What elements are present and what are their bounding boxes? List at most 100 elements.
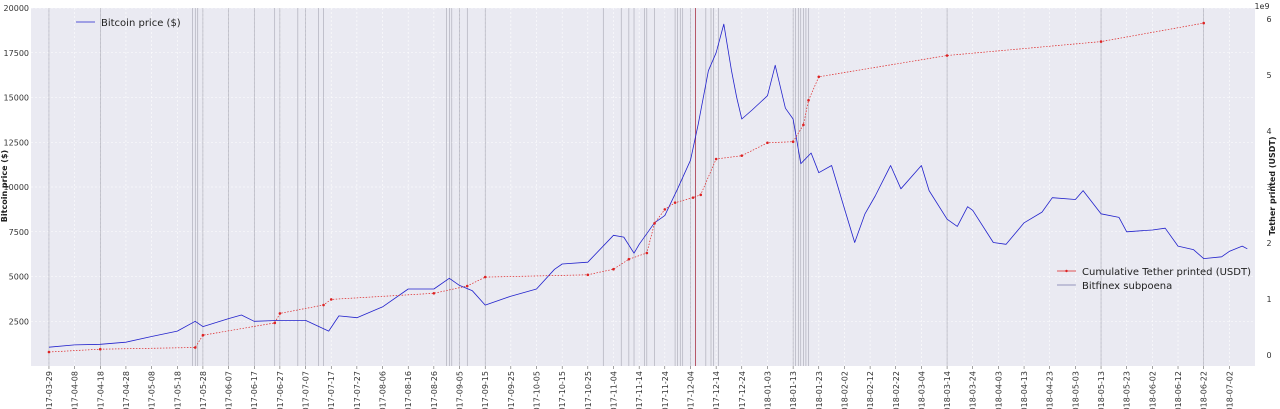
bitcoin-series bbox=[48, 23, 1248, 348]
y2-tick-label: 0 bbox=[1266, 351, 1271, 360]
y-tick-label: 12500 bbox=[4, 138, 29, 147]
tether-point bbox=[699, 193, 703, 197]
x-tick-label: 2018-01-13 bbox=[789, 371, 798, 409]
x-tick-label: 2017-12-14 bbox=[712, 371, 721, 409]
tether-point bbox=[278, 312, 282, 315]
x-tick-label: 2017-03-29 bbox=[45, 371, 54, 409]
tether-point bbox=[1099, 40, 1103, 43]
x-tick-label: 2017-05-18 bbox=[173, 371, 182, 409]
tether-point bbox=[98, 347, 102, 351]
y-tick-label: 15000 bbox=[4, 94, 29, 103]
y2-tick-label: 2 bbox=[1266, 239, 1271, 248]
x-tick-label: 2018-02-02 bbox=[840, 371, 849, 409]
y-tick-label: 17500 bbox=[4, 49, 29, 58]
tether-point bbox=[645, 251, 649, 255]
tether-point bbox=[663, 208, 667, 211]
y2-tick-label: 1 bbox=[1266, 295, 1271, 304]
x-tick-label: 2018-06-02 bbox=[1148, 371, 1157, 409]
tether-point bbox=[483, 275, 487, 279]
x-tick-label: 2018-03-04 bbox=[917, 371, 926, 409]
tether-cumulative-line bbox=[48, 22, 1204, 353]
x-tick-label: 2018-06-12 bbox=[1174, 371, 1183, 409]
y2-tick-label: 3 bbox=[1266, 183, 1271, 192]
x-tick-label: 2017-07-07 bbox=[302, 371, 311, 409]
y-axis-ticks: 2500 5000 7500 10000 12500 15000 17500 20000 bbox=[4, 4, 29, 326]
x-tick-label: 2017-10-05 bbox=[533, 371, 542, 409]
legend-bitcoin-label: Bitcoin price ($) bbox=[101, 18, 181, 29]
legend-tether-label: Cumulative Tether printed (USDT) bbox=[1082, 267, 1251, 278]
x-tick-label: 2017-11-24 bbox=[661, 371, 670, 409]
tether-point bbox=[612, 267, 615, 271]
x-tick-label: 2017-08-06 bbox=[379, 371, 388, 409]
tether-point bbox=[673, 201, 677, 204]
x-tick-label: 2017-11-04 bbox=[610, 371, 619, 409]
y2-tick-label: 4 bbox=[1266, 127, 1271, 136]
tether-point bbox=[740, 154, 744, 157]
x-tick-label: 2017-12-24 bbox=[738, 371, 747, 409]
x-tick-label: 2018-01-03 bbox=[764, 371, 773, 409]
tether-point bbox=[791, 140, 795, 143]
tether-point bbox=[802, 123, 805, 127]
x-tick-label: 2018-03-14 bbox=[943, 371, 952, 409]
y-tick-label: 7500 bbox=[9, 228, 29, 237]
x-tick-label: 2017-08-26 bbox=[430, 371, 439, 409]
x-tick-label: 2017-09-05 bbox=[456, 371, 465, 409]
x-tick-label: 2017-10-25 bbox=[584, 371, 593, 409]
legend-tether-marker bbox=[1065, 269, 1068, 273]
tether-point bbox=[465, 284, 469, 288]
x-tick-label: 2017-09-25 bbox=[507, 371, 516, 409]
bitcoin-price-line bbox=[48, 23, 1248, 348]
tether-point bbox=[807, 98, 810, 102]
x-tick-label: 2017-04-08 bbox=[71, 371, 80, 409]
y-tick-label: 10000 bbox=[4, 183, 29, 192]
y-axis-title: Bitcoin price ($) bbox=[0, 150, 9, 222]
tether-series bbox=[47, 21, 1205, 354]
x-tick-label: 2017-07-27 bbox=[353, 371, 362, 409]
x-tick-label: 2017-04-28 bbox=[122, 371, 131, 409]
y-tick-label: 5000 bbox=[9, 273, 29, 282]
tether-point bbox=[945, 54, 949, 57]
x-tick-label: 2018-04-13 bbox=[1020, 371, 1029, 409]
tether-point bbox=[329, 298, 333, 301]
x-tick-label: 2017-10-15 bbox=[558, 371, 567, 409]
y-tick-label: 20000 bbox=[4, 4, 29, 13]
y2-tick-label: 5 bbox=[1266, 71, 1271, 80]
tether-point bbox=[201, 333, 205, 337]
x-tick-label: 2017-06-07 bbox=[225, 371, 234, 409]
tether-point bbox=[817, 75, 821, 79]
tether-point bbox=[47, 350, 51, 354]
tether-point bbox=[193, 346, 197, 349]
x-tick-label: 2017-08-16 bbox=[404, 371, 413, 409]
x-tick-label: 2018-02-22 bbox=[892, 371, 901, 409]
y2-scale-label: 1e9 bbox=[1254, 2, 1269, 11]
x-tick-label: 2018-07-02 bbox=[1225, 371, 1234, 409]
x-tick-label: 2017-06-17 bbox=[250, 371, 259, 409]
x-tick-label: 2017-06-27 bbox=[276, 371, 285, 409]
legend-lower: Cumulative Tether printed (USDT) Bitfine… bbox=[1057, 267, 1251, 292]
x-tick-label: 2017-04-18 bbox=[96, 371, 105, 409]
tether-point bbox=[273, 321, 277, 325]
legend-upper: Bitcoin price ($) bbox=[76, 18, 181, 29]
x-tick-label: 2017-07-17 bbox=[327, 371, 336, 409]
x-tick-label: 2018-01-23 bbox=[815, 371, 824, 409]
tether-point bbox=[691, 196, 695, 199]
x-axis-ticks: 2017-03-29 2017-04-08 2017-04-18 2017-04-28… bbox=[45, 366, 1234, 409]
x-tick-label: 2017-12-04 bbox=[687, 371, 696, 409]
y2-axis-title: Tether printed (USDT) bbox=[1268, 136, 1277, 235]
y2-axis-ticks: 0 1 2 3 4 5 6 bbox=[1266, 15, 1271, 360]
x-tick-label: 2018-05-03 bbox=[1071, 371, 1080, 409]
tether-point bbox=[1202, 21, 1205, 25]
x-tick-label: 2017-05-08 bbox=[148, 371, 157, 409]
tether-point bbox=[432, 291, 436, 295]
x-tick-label: 2018-05-13 bbox=[1097, 371, 1106, 409]
x-tick-label: 2018-04-23 bbox=[1046, 371, 1055, 409]
x-tick-label: 2018-06-22 bbox=[1200, 371, 1209, 409]
y2-tick-label: 6 bbox=[1266, 15, 1271, 24]
legend-subpoena-label: Bitfinex subpoena bbox=[1082, 281, 1172, 292]
tether-point bbox=[714, 157, 718, 161]
x-tick-label: 2017-09-15 bbox=[481, 371, 490, 409]
event-lines bbox=[48, 8, 1204, 366]
x-tick-label: 2017-11-14 bbox=[635, 371, 644, 409]
grid bbox=[31, 7, 1255, 366]
